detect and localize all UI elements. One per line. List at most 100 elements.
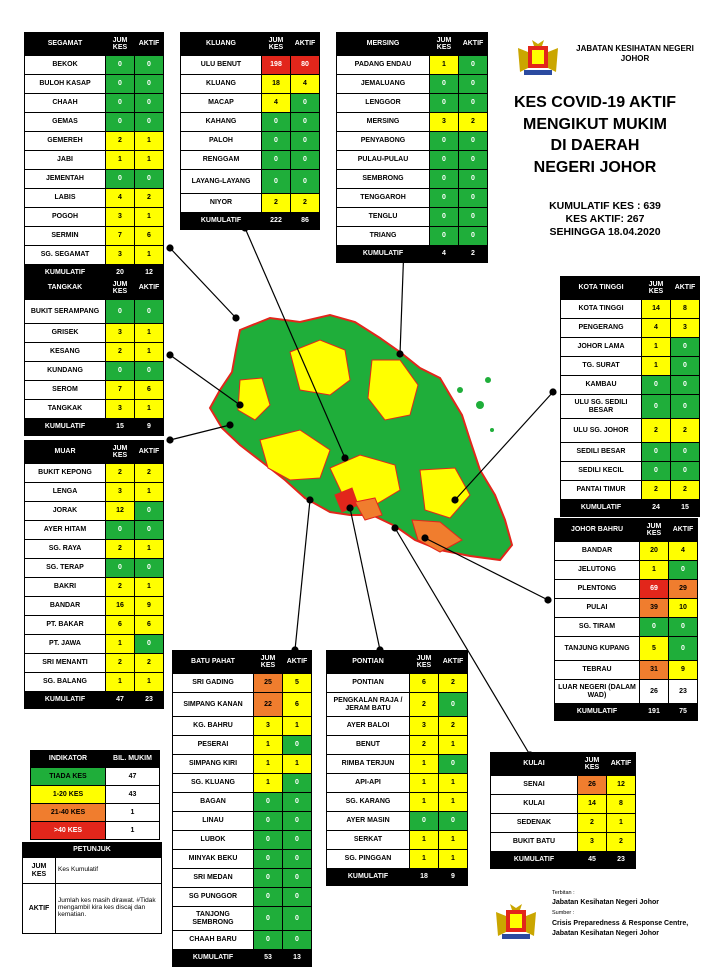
table-tangkak: TANGKAK JUM KES AKTIF BUKIT SERAMPANG 0 0 GRIS… xyxy=(24,276,164,436)
aktif-value: 2 xyxy=(438,716,468,736)
jum-kes-value: 1 xyxy=(105,634,135,654)
aktif-value: 1 xyxy=(438,735,468,755)
table-row: SEDENAK 2 1 xyxy=(490,813,636,833)
table-row: BUKIT SERAMPANG 0 0 xyxy=(24,299,164,324)
kumulatif-label: KUMULATIF xyxy=(24,691,106,709)
mukim-name: SIMPANG KANAN xyxy=(172,692,254,717)
table-header: BATU PAHAT JUM KES AKTIF xyxy=(172,650,312,674)
table-row: PENGERANG 4 3 xyxy=(560,318,700,338)
table-row: TANJONG SEMBRONG 0 0 xyxy=(172,906,312,931)
jum-kes-value: 1 xyxy=(409,773,439,793)
district-name: SEGAMAT xyxy=(24,32,106,56)
jum-kes-value: 0 xyxy=(253,792,283,812)
table-row: MERSING 3 2 xyxy=(336,112,488,132)
header-jum-kes: JUM KES xyxy=(105,276,135,300)
table-johor-bahru: JOHOR BAHRU JUM KES AKTIF BANDAR 20 4 JELUTONG… xyxy=(554,518,698,721)
table-row: LINAU 0 0 xyxy=(172,811,312,831)
kumulatif-jum-kes: 47 xyxy=(105,691,135,709)
kumulatif-kes: KUMULATIF KES : 639 xyxy=(549,200,661,212)
jum-kes-value: 1 xyxy=(429,55,459,75)
aktif-value: 1 xyxy=(134,672,164,692)
org-name: JABATAN KESIHATAN NEGERI JOHOR xyxy=(574,44,696,65)
table-segamat: SEGAMAT JUM KES AKTIF BEKOK 0 0 BULOH KASAP 0 0 C… xyxy=(24,32,164,282)
table-row: BANDAR 16 9 xyxy=(24,596,164,616)
mukim-name: PLENTONG xyxy=(554,579,640,599)
table-row: AYER HITAM 0 0 xyxy=(24,520,164,540)
mukim-name: KULAI xyxy=(490,794,578,814)
table-header: MUAR JUM KES AKTIF xyxy=(24,440,164,464)
table-row: PENGKALAN RAJA / JERAM BATU 2 0 xyxy=(326,692,468,717)
date-label: SEHINGGA 18.04.2020 xyxy=(549,226,661,239)
aktif-value: 80 xyxy=(290,55,320,75)
jum-kes-value: 0 xyxy=(641,442,671,462)
aktif-value: 0 xyxy=(134,112,164,132)
jum-kes-value: 3 xyxy=(105,482,135,502)
aktif-value: 0 xyxy=(282,887,312,907)
table-row: TANJUNG KUPANG 5 0 xyxy=(554,636,698,661)
table-row: JORAK 12 0 xyxy=(24,501,164,521)
table-row: CHAAH BARU 0 0 xyxy=(172,930,312,950)
jum-kes-value: 0 xyxy=(105,520,135,540)
jum-kes-value: 39 xyxy=(639,598,669,618)
mukim-name: TENGLU xyxy=(336,207,430,227)
kumulatif-label: KUMULATIF xyxy=(490,851,578,869)
jum-kes-value: 0 xyxy=(105,74,135,94)
mukim-name: LAYANG-LAYANG xyxy=(180,169,262,194)
kumulatif-label: KUMULATIF xyxy=(172,949,254,967)
mukim-name: GRISEK xyxy=(24,323,106,343)
aktif-value: 1 xyxy=(134,245,164,265)
mukim-name: SG. TERAP xyxy=(24,558,106,578)
jum-kes-value: 1 xyxy=(409,849,439,869)
jum-kes-value: 6 xyxy=(105,615,135,635)
table-row: ULU BENUT 198 80 xyxy=(180,55,320,75)
district-name: PONTIAN xyxy=(326,650,410,674)
table-row: SG. SEGAMAT 3 1 xyxy=(24,245,164,265)
table-row: LUBOK 0 0 xyxy=(172,830,312,850)
mukim-name: PONTIAN xyxy=(326,673,410,693)
mukim-name: TANJUNG KUPANG xyxy=(554,636,640,661)
aktif-value: 0 xyxy=(458,226,488,246)
table-row: JOHOR LAMA 1 0 xyxy=(560,337,700,357)
jum-kes-value: 26 xyxy=(639,679,669,704)
kumulatif-label: KUMULATIF xyxy=(326,868,410,886)
aktif-value: 6 xyxy=(134,226,164,246)
kumulatif-row: KUMULATIF 24 15 xyxy=(560,499,700,517)
table-row: TRIANG 0 0 xyxy=(336,226,488,246)
jum-kes-value: 2 xyxy=(261,193,291,213)
table-row: NIYOR 2 2 xyxy=(180,193,320,213)
aktif-value: 2 xyxy=(670,418,700,443)
kes-aktif: KES AKTIF: 267 xyxy=(565,213,645,226)
jum-kes-value: 198 xyxy=(261,55,291,75)
jum-kes-value: 1 xyxy=(253,773,283,793)
table-row: LAYANG-LAYANG 0 0 xyxy=(180,169,320,194)
aktif-value: 0 xyxy=(438,754,468,774)
mukim-name: LENGGOR xyxy=(336,93,430,113)
aktif-value: 8 xyxy=(606,794,636,814)
mukim-name: PALOH xyxy=(180,131,262,151)
table-row: SG. TERAP 0 0 xyxy=(24,558,164,578)
mukim-name: MERSING xyxy=(336,112,430,132)
table-row: SERKAT 1 1 xyxy=(326,830,468,850)
jum-kes-value: 2 xyxy=(105,131,135,151)
aktif-value: 10 xyxy=(668,598,698,618)
table-row: BAKRI 2 1 xyxy=(24,577,164,597)
jum-kes-value: 0 xyxy=(105,112,135,132)
table-row: PLENTONG 69 29 xyxy=(554,579,698,599)
mukim-name: KUNDANG xyxy=(24,361,106,381)
aktif-value: 0 xyxy=(668,636,698,661)
table-row: KESANG 2 1 xyxy=(24,342,164,362)
table-row: SEDILI KECIL 0 0 xyxy=(560,461,700,481)
mukim-name: PADANG ENDAU xyxy=(336,55,430,75)
jum-kes-value: 2 xyxy=(105,653,135,673)
kumulatif-jum-kes: 45 xyxy=(577,851,607,869)
table-row: JEMENTAH 0 0 xyxy=(24,169,164,189)
jum-kes-value: 1 xyxy=(641,337,671,357)
petunjuk-row: AKTIF Jumlah kes masih dirawat. #Tidak me… xyxy=(22,883,162,934)
header-aktif: AKTIF xyxy=(670,276,700,300)
table-row: PENYABONG 0 0 xyxy=(336,131,488,151)
table-row: GEMEREH 2 1 xyxy=(24,131,164,151)
jum-kes-value: 1 xyxy=(409,792,439,812)
table-header: KOTA TINGGI JUM KES AKTIF xyxy=(560,276,700,300)
mukim-name: ULU SG. JOHOR xyxy=(560,418,642,443)
